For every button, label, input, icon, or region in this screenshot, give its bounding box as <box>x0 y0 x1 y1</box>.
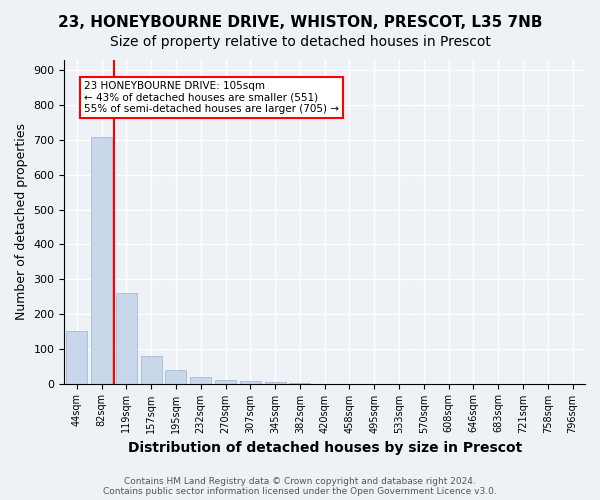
Text: Size of property relative to detached houses in Prescot: Size of property relative to detached ho… <box>110 35 490 49</box>
Bar <box>116 293 137 384</box>
Bar <box>240 381 261 384</box>
Text: Contains HM Land Registry data © Crown copyright and database right 2024.: Contains HM Land Registry data © Crown c… <box>124 477 476 486</box>
Text: 23, HONEYBOURNE DRIVE, WHISTON, PRESCOT, L35 7NB: 23, HONEYBOURNE DRIVE, WHISTON, PRESCOT,… <box>58 15 542 30</box>
Bar <box>140 356 162 384</box>
Bar <box>215 380 236 384</box>
Bar <box>190 376 211 384</box>
Bar <box>166 370 187 384</box>
Text: 23 HONEYBOURNE DRIVE: 105sqm
← 43% of detached houses are smaller (551)
55% of s: 23 HONEYBOURNE DRIVE: 105sqm ← 43% of de… <box>84 81 339 114</box>
Bar <box>66 332 88 384</box>
Bar <box>91 136 112 384</box>
Y-axis label: Number of detached properties: Number of detached properties <box>15 124 28 320</box>
X-axis label: Distribution of detached houses by size in Prescot: Distribution of detached houses by size … <box>128 441 522 455</box>
Text: Contains public sector information licensed under the Open Government Licence v3: Contains public sector information licen… <box>103 487 497 496</box>
Bar <box>289 383 310 384</box>
Bar <box>265 382 286 384</box>
